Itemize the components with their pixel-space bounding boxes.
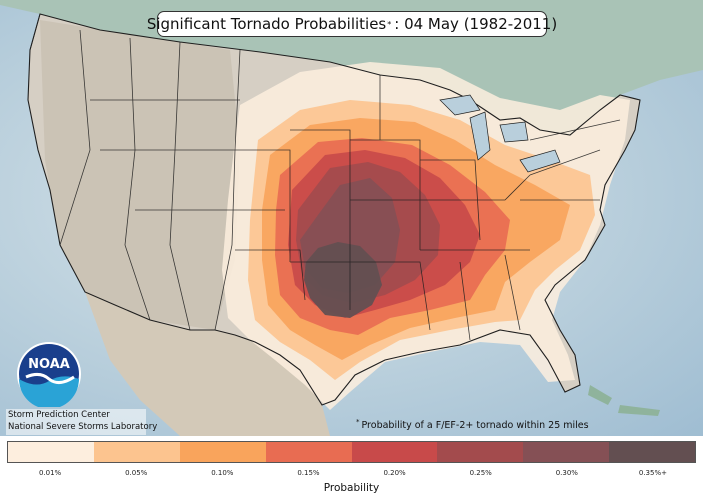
credit-line-2: National Severe Storms Laboratory <box>8 422 158 432</box>
tornado-probability-map <box>0 0 703 436</box>
noaa-logo-text: NOAA <box>28 357 70 372</box>
legend-swatch <box>8 442 94 462</box>
legend-tick-label: 0.35%+ <box>638 469 667 477</box>
mexico-landmass <box>85 292 330 436</box>
legend-tick-label: 0.30% <box>555 469 578 477</box>
contour-035 <box>304 242 382 318</box>
terrain-shading <box>40 20 240 330</box>
legend-swatch <box>179 442 266 462</box>
state-borders <box>29 13 621 341</box>
title-suffix: : 04 May (1982-2011) <box>394 15 558 33</box>
legend-swatch <box>437 442 524 462</box>
footnote: * Probability of a F/EF-2+ tornado within… <box>356 418 686 432</box>
legend-tick-label: 0.05% <box>125 469 148 477</box>
great-lakes <box>439 94 561 173</box>
legend-tick-label: 0.20% <box>383 469 406 477</box>
legend-tick-label: 0.15% <box>297 469 320 477</box>
title-prefix: Significant Tornado Probabilities <box>146 15 387 33</box>
legend-swatch <box>609 442 695 462</box>
legend-title: Probability <box>323 482 380 494</box>
legend-swatch <box>523 442 610 462</box>
legend-swatch <box>265 442 352 462</box>
legend-swatch <box>93 442 180 462</box>
map-panel: Significant Tornado Probabilities *: 04 M… <box>0 0 703 436</box>
caribbean-islands <box>588 385 660 416</box>
legend-colorbar <box>7 441 696 463</box>
noaa-logo-icon: NOAA <box>17 342 81 407</box>
country-outline <box>27 13 641 406</box>
legend-tick-label: 0.10% <box>211 469 234 477</box>
legend-tick-label: 0.25% <box>469 469 492 477</box>
legend-tick-label: 0.01% <box>38 469 62 477</box>
title-marker: * <box>387 19 392 29</box>
map-title: Significant Tornado Probabilities *: 04 M… <box>147 11 557 37</box>
footnote-text: Probability of a F/EF-2+ tornado within … <box>361 420 589 432</box>
credit-line-1: Storm Prediction Center <box>8 410 110 420</box>
credits: Storm Prediction Center National Severe … <box>6 409 158 435</box>
legend-labels: 0.01% 0.05% 0.10% 0.15% 0.20% 0.25% 0.30% 0.35%… <box>7 467 696 479</box>
footnote-marker: * <box>356 418 360 426</box>
legend-swatch <box>351 442 438 462</box>
